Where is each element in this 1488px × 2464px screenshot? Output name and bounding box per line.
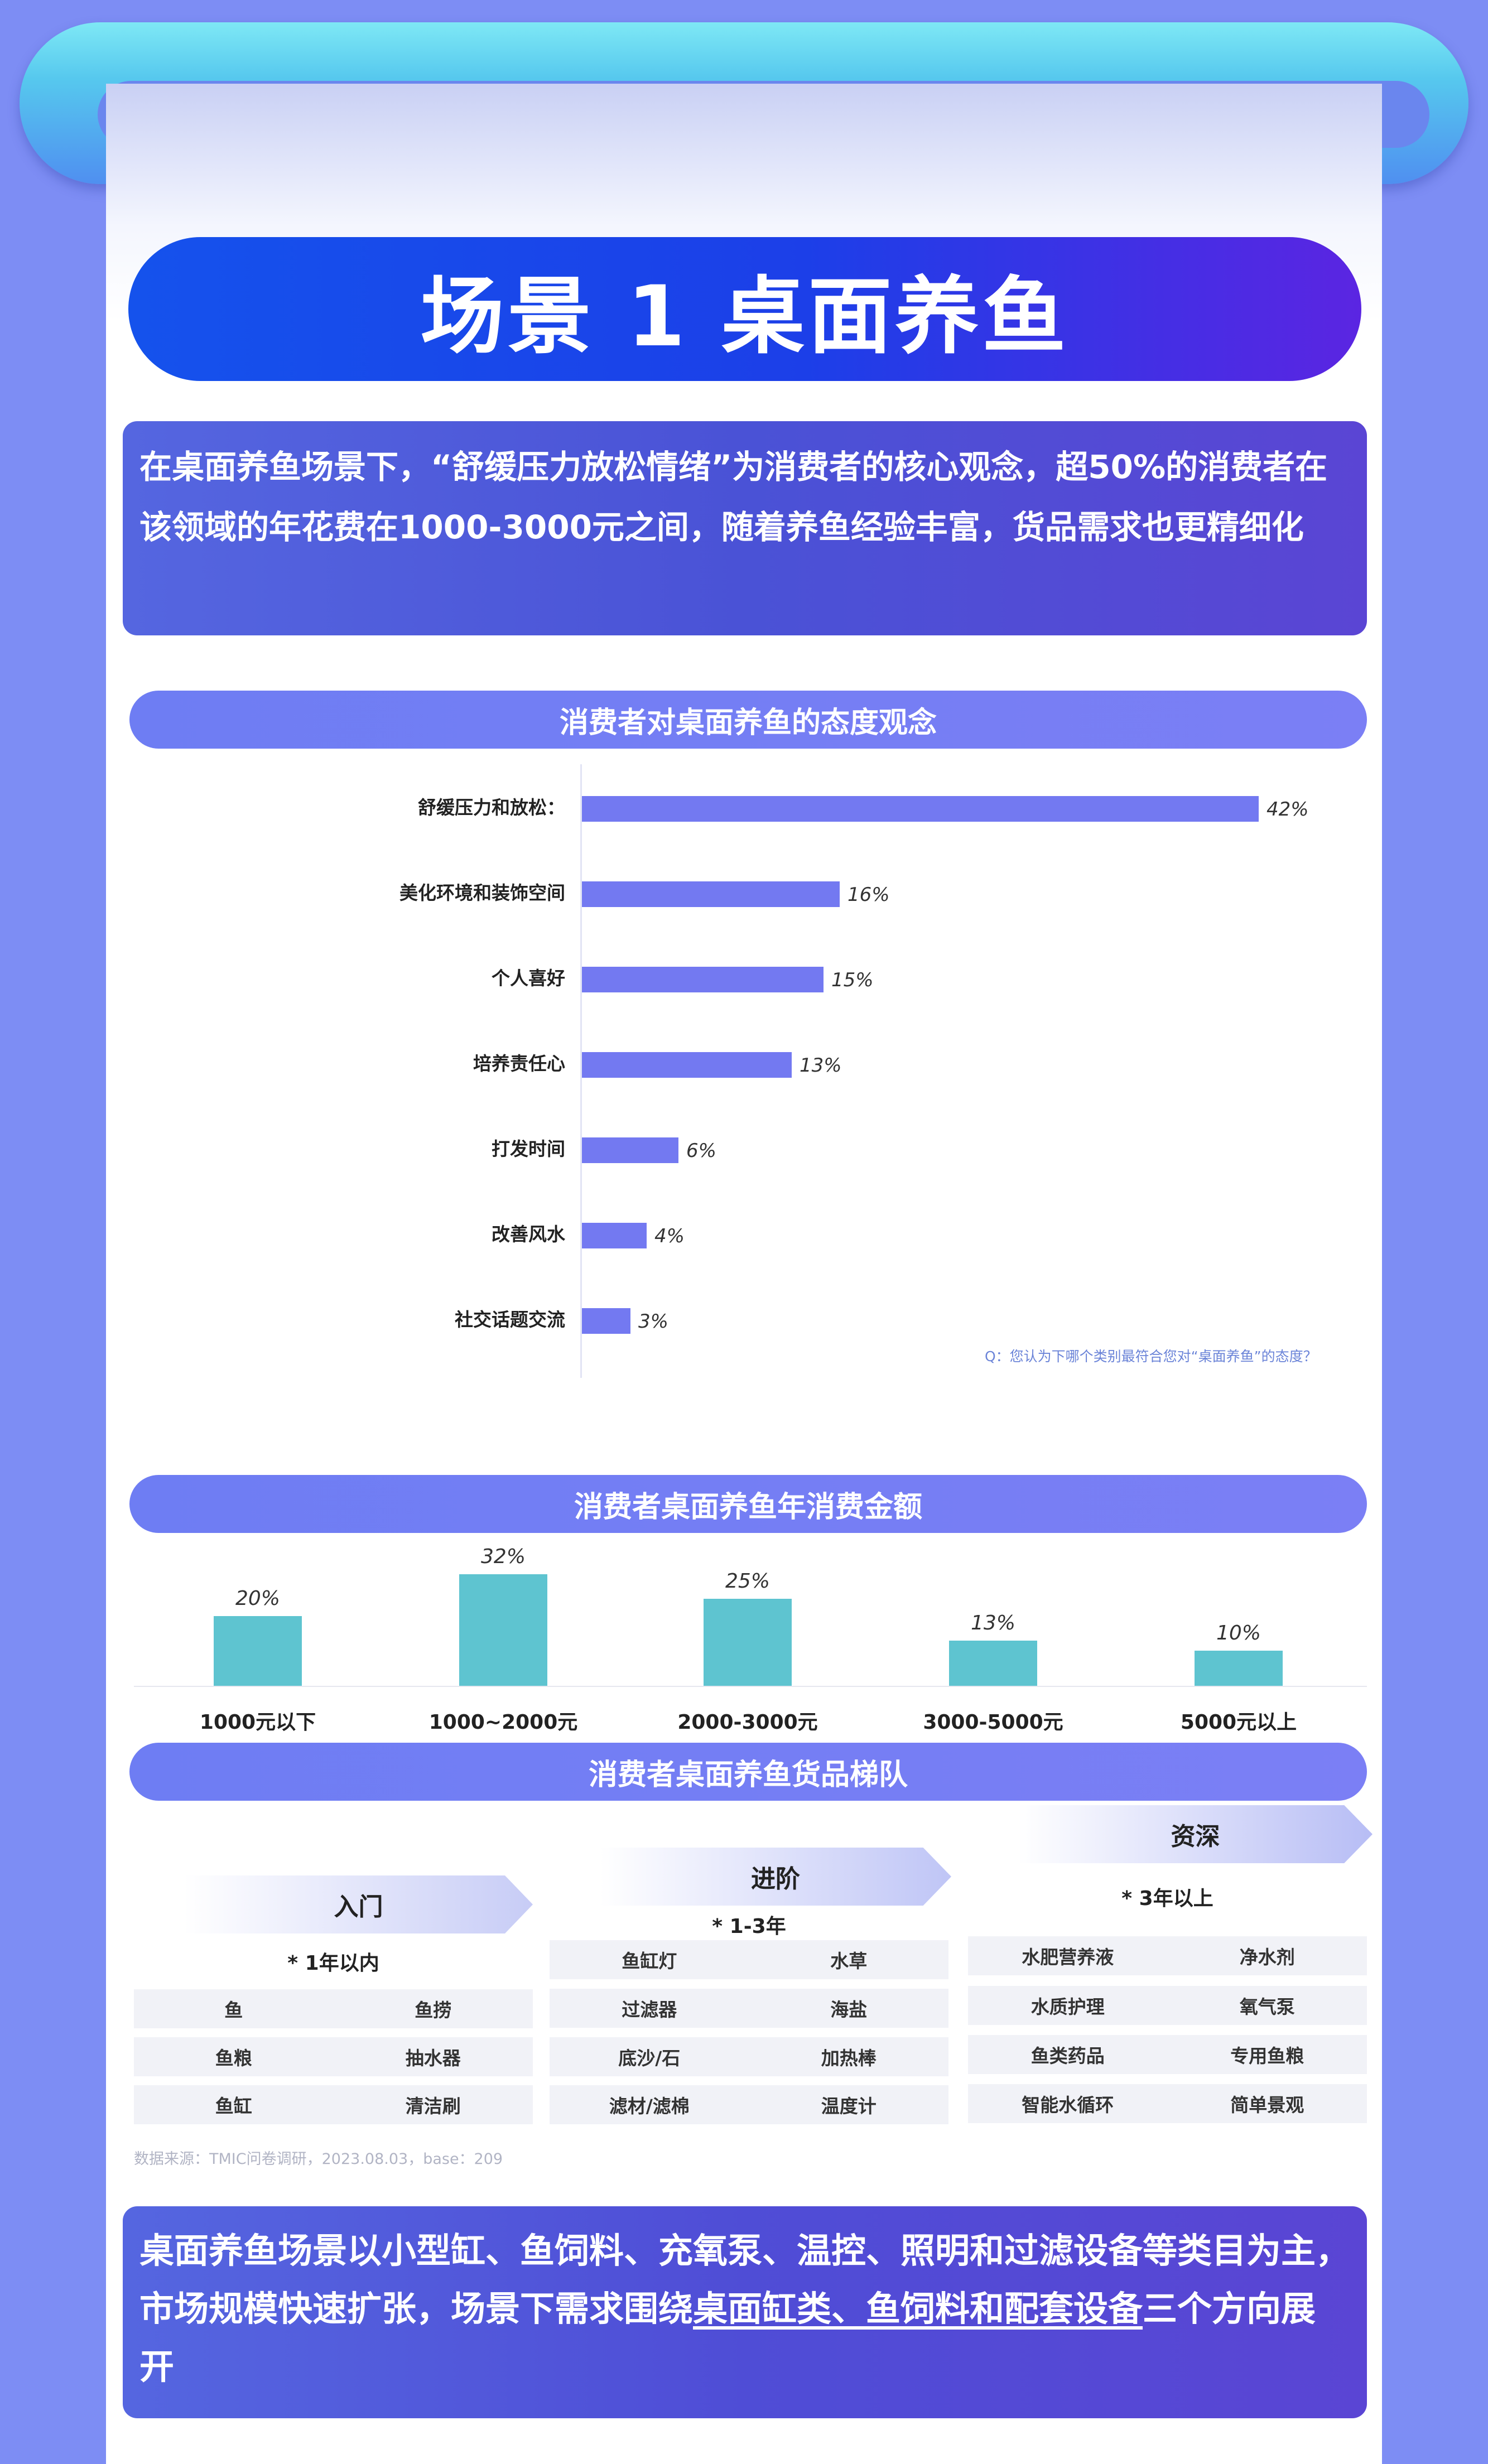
attitude-bar bbox=[582, 1052, 792, 1078]
spend-bar bbox=[704, 1599, 792, 1686]
attitude-value-label: 16% bbox=[847, 884, 890, 906]
spend-value-label: 32% bbox=[480, 1545, 526, 1568]
tier-item: 鱼缸灯 bbox=[622, 1950, 677, 1972]
tier-item: 抽水器 bbox=[405, 2047, 461, 2069]
attitude-value-label: 4% bbox=[654, 1225, 685, 1247]
attitude-bar bbox=[582, 1137, 678, 1163]
attitude-bar bbox=[582, 1223, 647, 1248]
data-source-note: 数据来源：TMIC问卷调研，2023.08.03，base：209 bbox=[134, 2150, 503, 2168]
page-title: 场景 1 桌面养鱼 bbox=[128, 237, 1361, 381]
tier-item: 鱼粮 bbox=[215, 2047, 252, 2069]
attitude-question-note: Q：您认为下哪个类别最符合您对“桌面养鱼”的态度？ bbox=[985, 1348, 1317, 1364]
tier-item: 温度计 bbox=[821, 2095, 877, 2117]
spend-chart-baseline bbox=[134, 1686, 1367, 1687]
summary-highlight: 桌面缸类、鱼饲料和配套设备 bbox=[693, 2288, 1143, 2329]
attitude-value-label: 42% bbox=[1267, 798, 1309, 821]
spend-bar bbox=[214, 1616, 302, 1686]
tier-item: 简单景观 bbox=[1230, 2094, 1304, 2116]
spend-category-label: 3000-5000元 bbox=[923, 1711, 1063, 1734]
tier-item: 滤材/滤棉 bbox=[609, 2095, 690, 2117]
spend-bar bbox=[459, 1574, 547, 1686]
tier-item: 氧气泵 bbox=[1239, 1996, 1295, 2018]
spend-category-label: 2000-3000元 bbox=[677, 1711, 818, 1734]
tier-senior-row: 水肥营养液 净水剂 bbox=[968, 1936, 1367, 1975]
tier-item: 过滤器 bbox=[622, 1999, 677, 2021]
summary-part2: 三个方向展开 bbox=[139, 2288, 1316, 2387]
tier-advanced-row: 过滤器 海盐 bbox=[550, 1989, 948, 2028]
tier-advanced-row: 底沙/石 加热棒 bbox=[550, 2037, 948, 2076]
tier-senior-row: 智能水循环 简单景观 bbox=[968, 2084, 1367, 2123]
tier-item: 水质护理 bbox=[1030, 1996, 1105, 2018]
tier-advanced-label: 进阶 bbox=[600, 1848, 951, 1906]
attitude-category-label: 打发时间 bbox=[492, 1138, 565, 1160]
tier-item: 鱼类药品 bbox=[1030, 2045, 1105, 2067]
tier-item: 海盐 bbox=[830, 1999, 868, 2021]
attitude-chart-axis bbox=[580, 764, 582, 1378]
tier-item: 鱼 bbox=[224, 1999, 243, 2021]
attitude-bar bbox=[582, 1308, 630, 1334]
tier-entry-row: 鱼 鱼捞 bbox=[134, 1989, 533, 2028]
tier-item: 专用鱼粮 bbox=[1230, 2045, 1304, 2067]
tier-item: 底沙/石 bbox=[618, 2047, 681, 2069]
spend-category-label: 1000元以下 bbox=[199, 1711, 316, 1734]
tier-entry-period: * 1年以内 bbox=[287, 1952, 379, 1975]
tier-item: 水草 bbox=[830, 1950, 868, 1972]
attitude-category-label: 舒缓压力和放松： bbox=[418, 797, 565, 818]
tier-advanced-period: * 1-3年 bbox=[712, 1915, 786, 1938]
tier-senior-period: * 3年以上 bbox=[1121, 1887, 1213, 1910]
attitude-category-label: 美化环境和装饰空间 bbox=[399, 882, 565, 904]
spend-category-label: 1000~2000元 bbox=[428, 1711, 578, 1734]
tier-item: 净水剂 bbox=[1239, 1946, 1295, 1968]
tier-item: 智能水循环 bbox=[1022, 2094, 1114, 2116]
tier-entry-label: 入门 bbox=[184, 1875, 533, 1933]
attitude-bar bbox=[582, 796, 1259, 822]
spend-value-label: 13% bbox=[970, 1612, 1015, 1634]
section-title-spend: 消费者桌面养鱼年消费金额 bbox=[129, 1475, 1367, 1533]
tier-senior-row: 水质护理 氧气泵 bbox=[968, 1986, 1367, 2025]
intro-text: 在桌面养鱼场景下，“舒缓压力放松情绪”为消费者的核心观念，超50%的消费者在该领… bbox=[123, 421, 1367, 635]
tier-senior-label: 资深 bbox=[1018, 1805, 1373, 1863]
attitude-category-label: 培养责任心 bbox=[473, 1053, 565, 1074]
attitude-value-label: 6% bbox=[686, 1140, 716, 1162]
tier-item: 清洁刷 bbox=[405, 2095, 461, 2117]
attitude-bar bbox=[582, 881, 840, 907]
spend-value-label: 20% bbox=[235, 1587, 280, 1610]
attitude-value-label: 13% bbox=[800, 1054, 842, 1077]
tier-item: 加热棒 bbox=[821, 2047, 877, 2069]
section-title-tiers: 消费者桌面养鱼货品梯队 bbox=[129, 1743, 1367, 1801]
tier-item: 鱼捞 bbox=[415, 1999, 452, 2021]
spend-bar bbox=[1195, 1651, 1283, 1686]
tier-advanced-row: 滤材/滤棉 温度计 bbox=[550, 2085, 948, 2124]
spend-category-label: 5000元以上 bbox=[1180, 1711, 1297, 1734]
attitude-category-label: 改善风水 bbox=[492, 1223, 565, 1245]
tier-item: 水肥营养液 bbox=[1022, 1946, 1114, 1968]
tier-entry-row: 鱼粮 抽水器 bbox=[134, 2037, 533, 2076]
attitude-category-label: 个人喜好 bbox=[492, 967, 565, 989]
tier-entry-row: 鱼缸 清洁刷 bbox=[134, 2085, 533, 2124]
attitude-value-label: 3% bbox=[638, 1310, 668, 1333]
attitude-bar bbox=[582, 967, 824, 992]
tier-senior-row: 鱼类药品 专用鱼粮 bbox=[968, 2035, 1367, 2074]
attitude-value-label: 15% bbox=[831, 969, 874, 991]
tier-advanced-row: 鱼缸灯 水草 bbox=[550, 1940, 948, 1979]
summary-part1: 桌面养鱼场景以小型缸、鱼饲料、充氧泵、温控、照明和过滤设备等类目为主，市场规模快… bbox=[139, 2230, 1351, 2329]
section-title-attitude: 消费者对桌面养鱼的态度观念 bbox=[129, 691, 1367, 749]
attitude-category-label: 社交话题交流 bbox=[455, 1309, 565, 1330]
spend-value-label: 25% bbox=[725, 1570, 770, 1593]
summary-text: 桌面养鱼场景以小型缸、鱼饲料、充氧泵、温控、照明和过滤设备等类目为主，市场规模快… bbox=[123, 2206, 1367, 2418]
spend-value-label: 10% bbox=[1216, 1622, 1261, 1645]
tier-item: 鱼缸 bbox=[215, 2095, 252, 2117]
spend-bar bbox=[949, 1641, 1037, 1686]
